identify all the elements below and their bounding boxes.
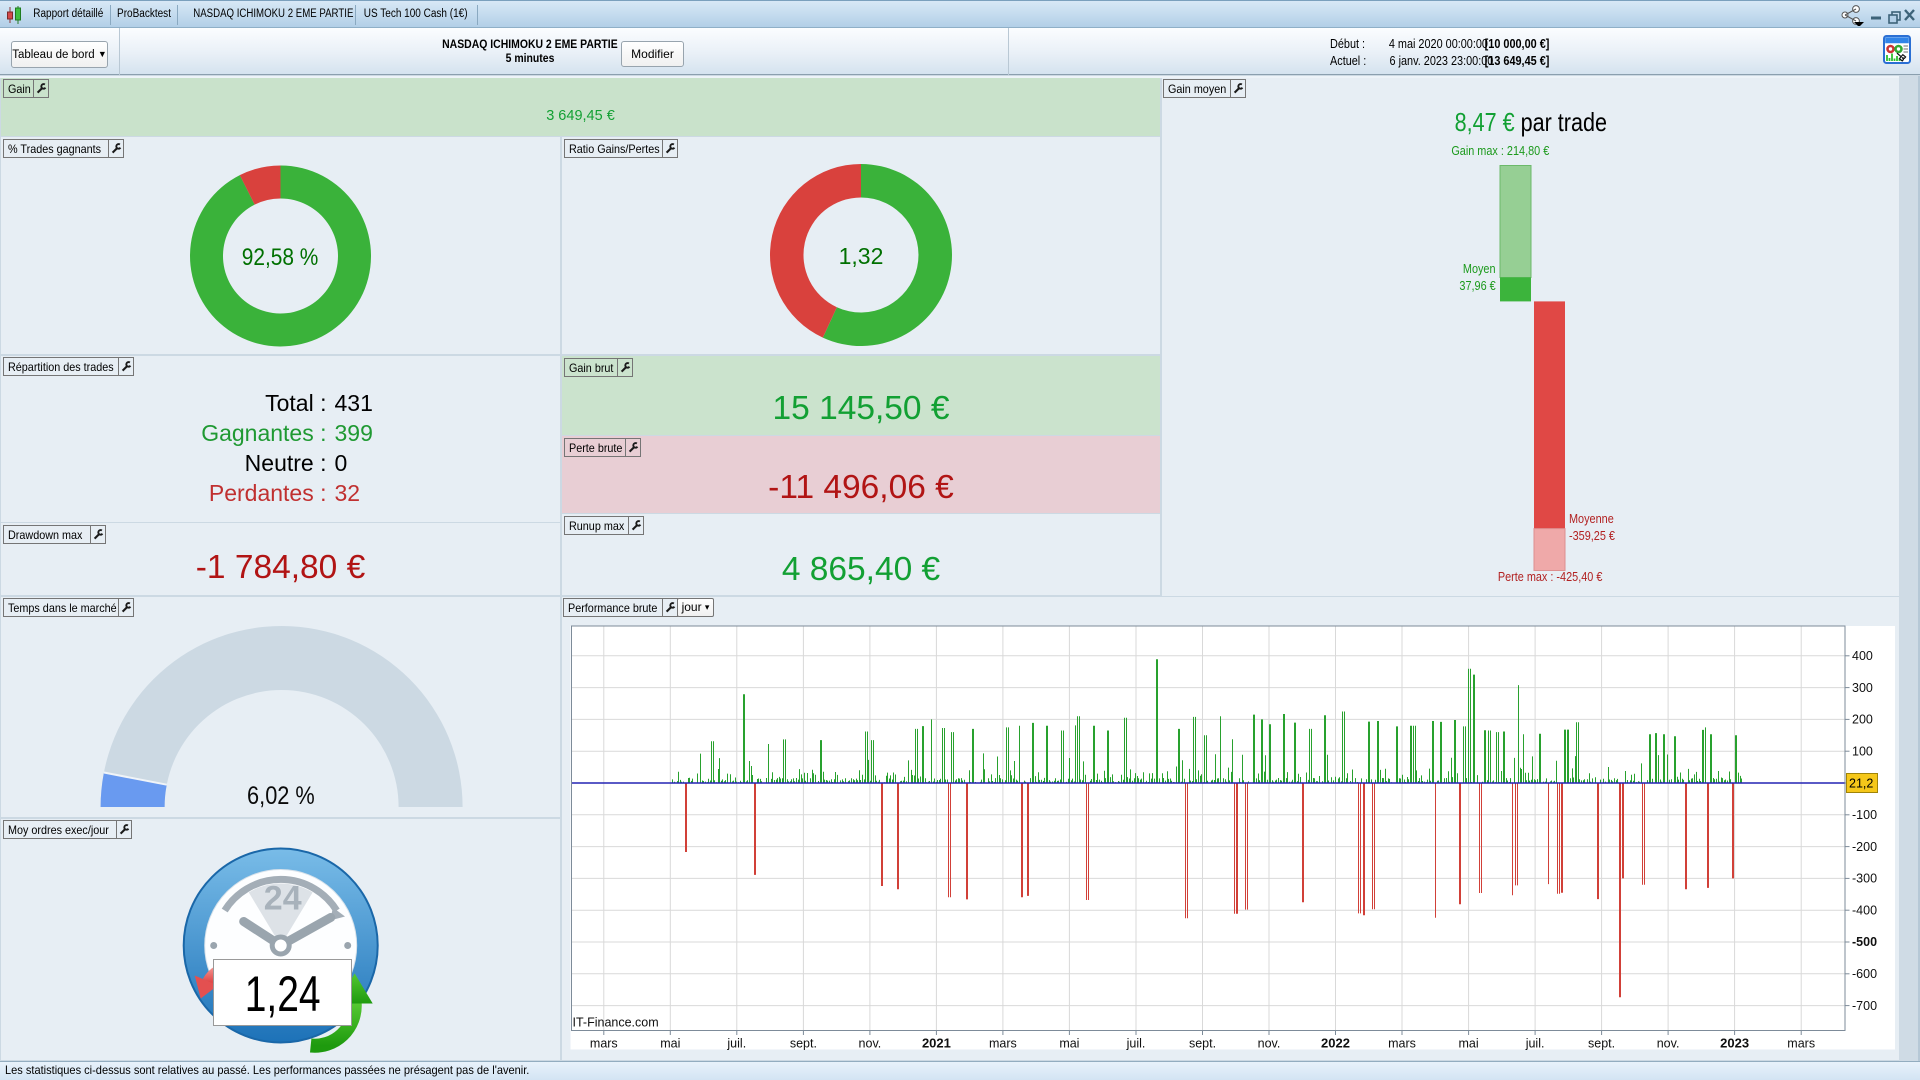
svg-text:100: 100 bbox=[1852, 744, 1873, 758]
svg-text:-400: -400 bbox=[1852, 903, 1877, 917]
svg-text:IT-Finance.com: IT-Finance.com bbox=[573, 1016, 659, 1030]
svg-text:200: 200 bbox=[1852, 713, 1873, 727]
svg-text:-500: -500 bbox=[1852, 935, 1877, 949]
svg-text:mai: mai bbox=[660, 1037, 680, 1051]
svg-text:-100: -100 bbox=[1852, 808, 1877, 822]
svg-text:juil.: juil. bbox=[1126, 1037, 1146, 1051]
svg-text:2022: 2022 bbox=[1321, 1036, 1350, 1051]
svg-text:juil.: juil. bbox=[1525, 1037, 1545, 1051]
svg-text:sept.: sept. bbox=[1189, 1037, 1216, 1051]
svg-text:juil.: juil. bbox=[726, 1037, 746, 1051]
svg-text:sept.: sept. bbox=[790, 1037, 817, 1051]
svg-text:2023: 2023 bbox=[1720, 1036, 1749, 1051]
svg-text:mars: mars bbox=[989, 1037, 1017, 1051]
svg-text:nov.: nov. bbox=[1258, 1037, 1281, 1051]
svg-text:21,2: 21,2 bbox=[1849, 777, 1873, 791]
svg-text:-300: -300 bbox=[1852, 872, 1877, 886]
svg-text:300: 300 bbox=[1852, 681, 1873, 695]
svg-text:-200: -200 bbox=[1852, 840, 1877, 854]
svg-text:nov.: nov. bbox=[1657, 1037, 1680, 1051]
svg-text:sept.: sept. bbox=[1588, 1037, 1615, 1051]
svg-text:-600: -600 bbox=[1852, 967, 1877, 981]
svg-text:2021: 2021 bbox=[922, 1036, 951, 1051]
svg-text:-700: -700 bbox=[1852, 999, 1877, 1013]
svg-text:24: 24 bbox=[264, 880, 302, 918]
svg-text:mars: mars bbox=[1787, 1037, 1815, 1051]
svg-text:mars: mars bbox=[590, 1037, 618, 1051]
svg-text:400: 400 bbox=[1852, 649, 1873, 663]
svg-text:mai: mai bbox=[1059, 1037, 1079, 1051]
svg-text:mai: mai bbox=[1459, 1037, 1479, 1051]
svg-text:nov.: nov. bbox=[859, 1037, 882, 1051]
svg-text:mars: mars bbox=[1388, 1037, 1416, 1051]
